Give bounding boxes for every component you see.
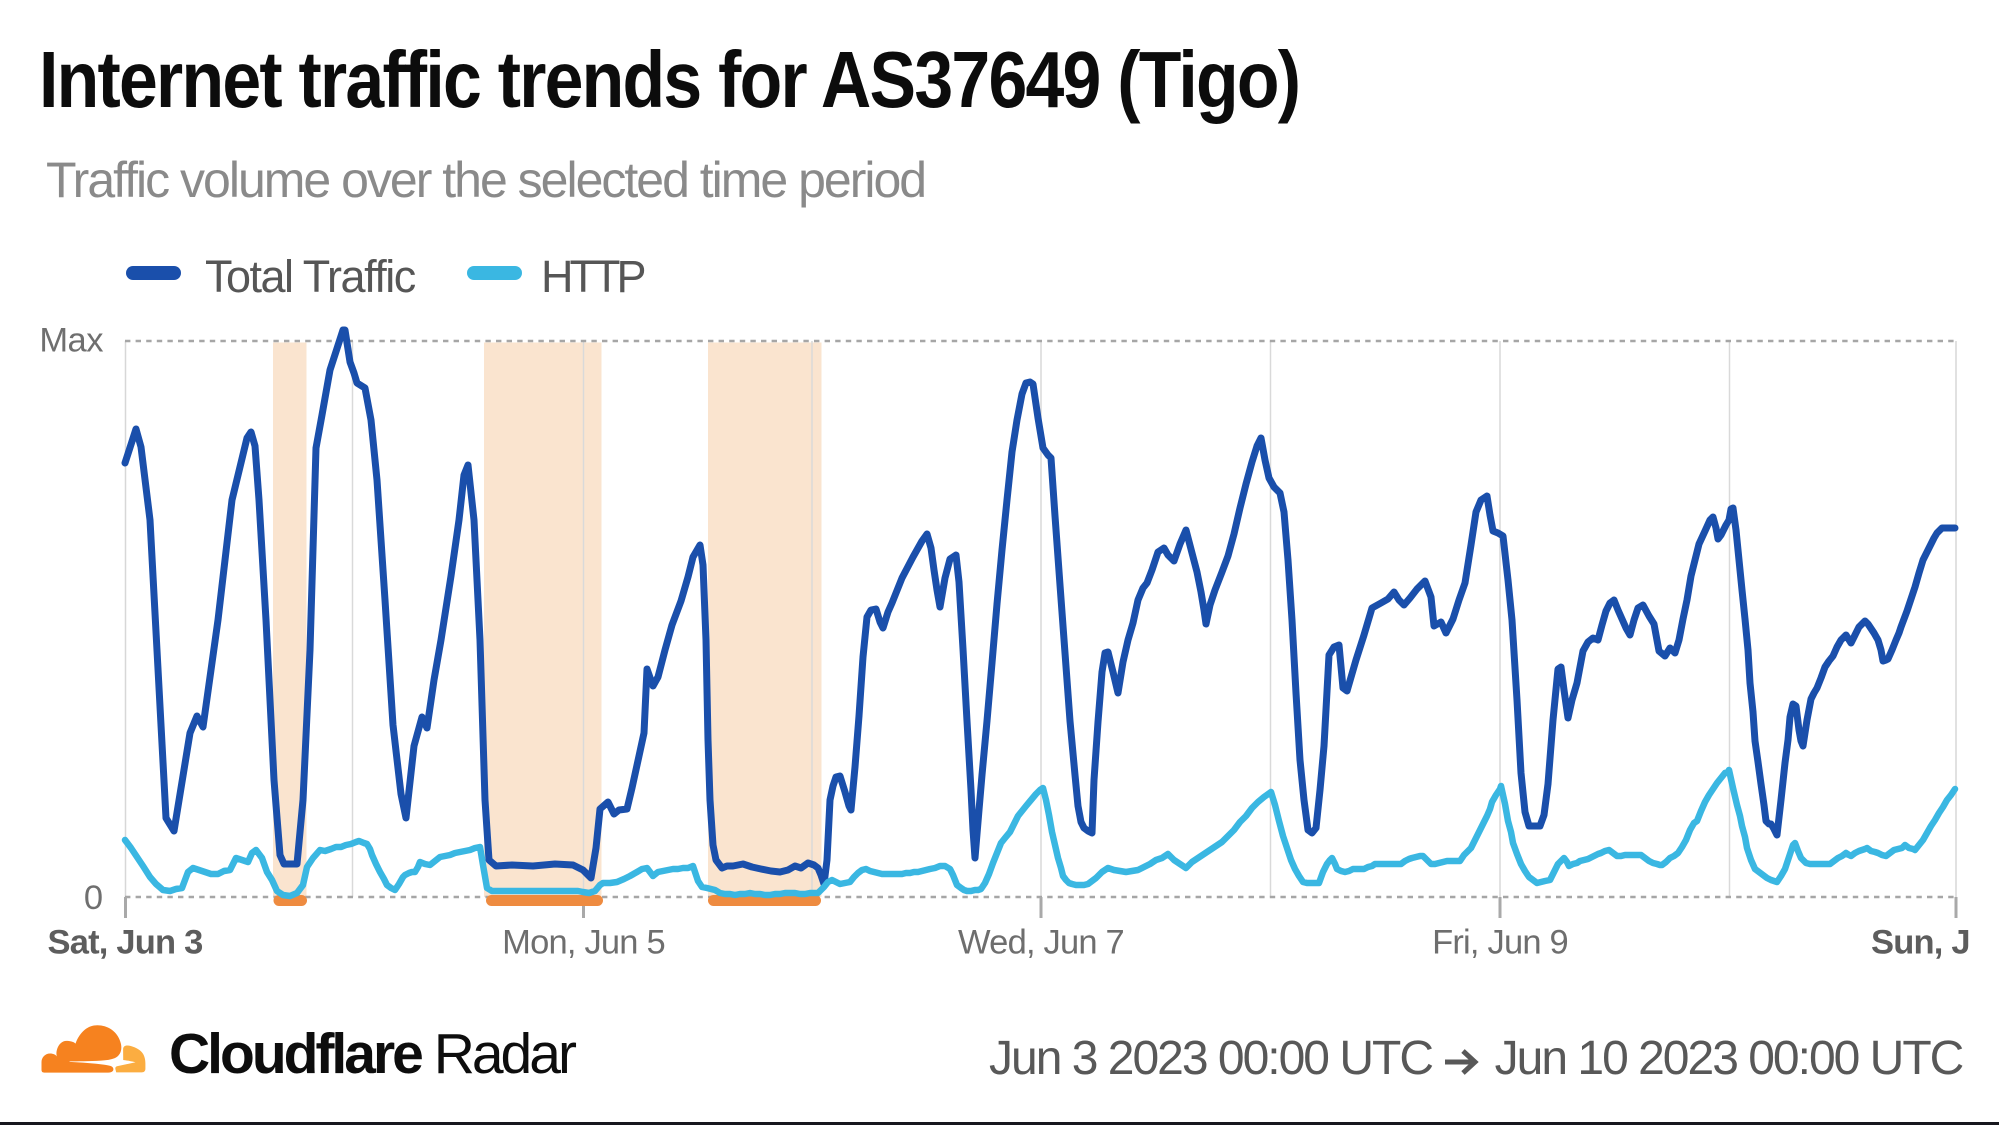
svg-text:0: 0 bbox=[84, 879, 103, 917]
svg-text:Mon, Jun 5: Mon, Jun 5 bbox=[502, 924, 665, 962]
svg-text:Max: Max bbox=[39, 322, 103, 360]
svg-text:Sun, J: Sun, J bbox=[1871, 924, 1970, 962]
svg-text:Sat, Jun 3: Sat, Jun 3 bbox=[48, 924, 203, 962]
svg-text:Wed, Jun 7: Wed, Jun 7 bbox=[958, 924, 1124, 962]
svg-text:Fri, Jun 9: Fri, Jun 9 bbox=[1432, 924, 1568, 962]
